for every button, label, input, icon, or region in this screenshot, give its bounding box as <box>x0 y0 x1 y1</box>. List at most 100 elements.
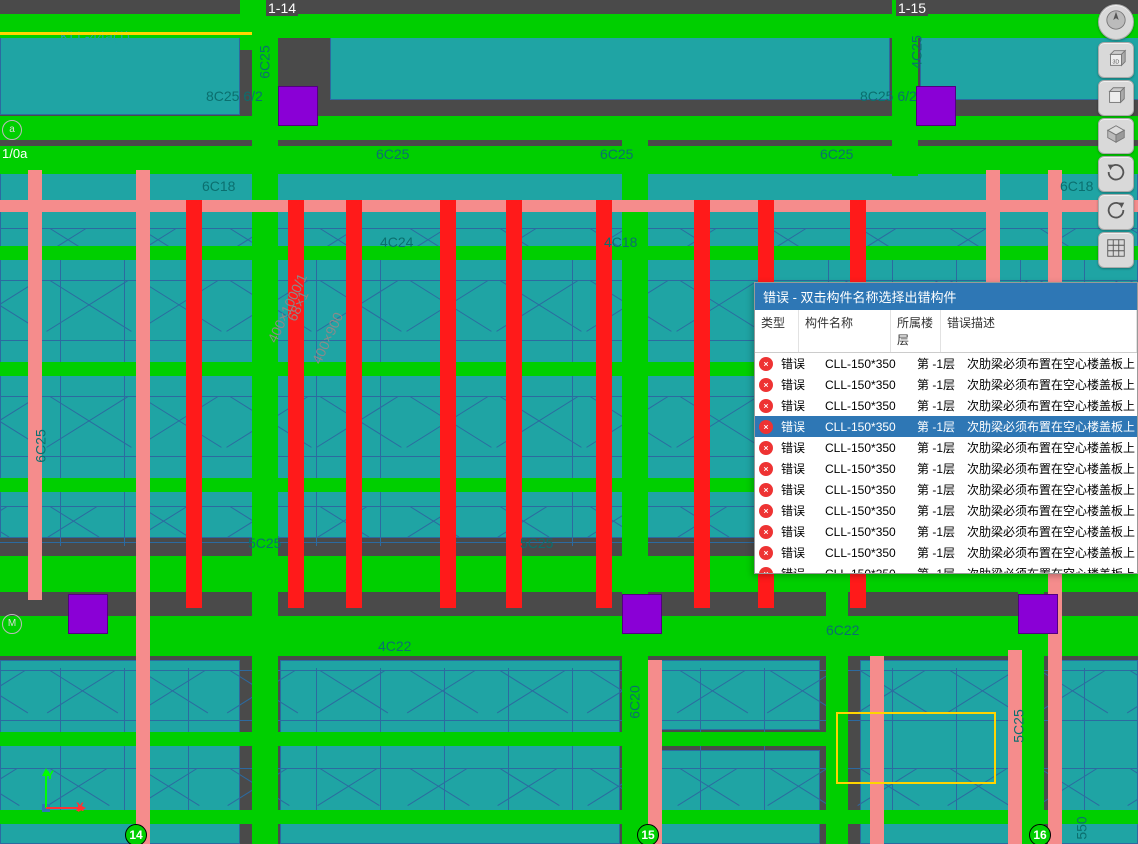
beam-error[interactable] <box>694 200 710 608</box>
cell-name: CLL-150*350 <box>821 483 913 497</box>
beam-vertical[interactable] <box>252 0 278 844</box>
nav-3d-cube-button[interactable]: 3D <box>1098 42 1134 78</box>
error-icon <box>759 525 773 539</box>
beam-secondary-v[interactable] <box>648 660 662 844</box>
column[interactable] <box>68 594 108 634</box>
error-icon <box>759 399 773 413</box>
cell-type: 错误 <box>777 502 821 519</box>
dim-annotation: 8C25 6/2 <box>860 88 917 104</box>
dim-annotation: 550 <box>1074 816 1090 839</box>
cell-name: CLL-150*350 <box>821 378 913 392</box>
dim-annotation: 5C25 <box>248 535 281 551</box>
cell-desc: 次肋梁必须布置在空心楼盖板上 <box>963 481 1137 498</box>
cell-name: CLL-150*350 <box>821 525 913 539</box>
nav-grid-mode-button[interactable] <box>1098 232 1134 268</box>
beam-secondary-v[interactable] <box>1008 650 1022 844</box>
beam-secondary-v[interactable] <box>28 170 42 600</box>
cell-name: CLL-150*350 <box>821 546 913 560</box>
error-row[interactable]: 错误CLL-150*350第 -1层次肋梁必须布置在空心楼盖板上 <box>755 542 1137 563</box>
beam-secondary-v[interactable] <box>136 170 150 844</box>
svg-text:3D: 3D <box>1112 59 1119 65</box>
error-row[interactable]: 错误CLL-150*350第 -1层次肋梁必须布置在空心楼盖板上 <box>755 353 1137 374</box>
col-type[interactable]: 类型 <box>755 310 799 352</box>
axis-gizmo[interactable]: Y X <box>30 764 90 824</box>
error-panel[interactable]: 错误 - 双击构件名称选择出错构件 类型 构件名称 所属楼层 错误描述 错误CL… <box>754 282 1138 574</box>
cell-floor: 第 -1层 <box>913 502 963 519</box>
nav-iso-cube-button[interactable] <box>1098 118 1134 154</box>
cell-floor: 第 -1层 <box>913 460 963 477</box>
column[interactable] <box>278 86 318 126</box>
error-row[interactable]: 错误CLL-150*350第 -1层次肋梁必须布置在空心楼盖板上 <box>755 479 1137 500</box>
error-row[interactable]: 错误CLL-150*350第 -1层次肋梁必须布置在空心楼盖板上 <box>755 563 1137 573</box>
axis-label: 1/0a <box>2 146 27 161</box>
3d-cube-icon: 3D <box>1105 47 1127 74</box>
dim-annotation: 4C18 <box>604 234 637 250</box>
slab-edge <box>0 670 1138 671</box>
slab-cell-sep <box>572 260 573 546</box>
dim-annotation: 6C25 <box>33 429 49 462</box>
selection-box[interactable] <box>836 712 996 784</box>
column[interactable] <box>622 594 662 634</box>
beam-secondary-h[interactable] <box>0 200 1138 212</box>
beam-horizontal[interactable] <box>0 146 1138 174</box>
error-panel-title[interactable]: 错误 - 双击构件名称选择出错构件 <box>755 283 1137 310</box>
slab-cell-sep <box>1084 668 1085 818</box>
nav-compass-button[interactable] <box>1098 4 1134 40</box>
cell-desc: 次肋梁必须布置在空心楼盖板上 <box>963 418 1137 435</box>
dim-annotation: 4C24 <box>380 234 413 250</box>
column[interactable] <box>1018 594 1058 634</box>
view-nav-stack: 3D <box>1098 4 1134 268</box>
slab-cell-sep <box>316 260 317 546</box>
error-row[interactable]: 错误CLL-150*350第 -1层次肋梁必须布置在空心楼盖板上 <box>755 416 1137 437</box>
beam-horizontal[interactable] <box>0 616 1138 656</box>
beam-horizontal[interactable] <box>0 732 830 746</box>
column[interactable] <box>916 86 956 126</box>
beam-vertical[interactable] <box>826 560 848 844</box>
error-icon <box>759 567 773 574</box>
gizmo-icon <box>30 764 90 824</box>
error-row[interactable]: 错误CLL-150*350第 -1层次肋梁必须布置在空心楼盖板上 <box>755 395 1137 416</box>
cell-name: CLL-150*350 <box>821 357 913 371</box>
beam-error[interactable] <box>346 200 362 608</box>
gizmo-y: Y <box>46 768 54 782</box>
model-viewport[interactable]: 6C256C186C256C256C256C184C254C184C245C25… <box>0 0 1138 844</box>
beam-error[interactable] <box>186 200 202 608</box>
error-icon <box>759 504 773 518</box>
dim-annotation: 6C18 <box>1060 178 1093 194</box>
cell-type: 错误 <box>777 523 821 540</box>
front-face-icon <box>1105 85 1127 112</box>
nav-rotate-button[interactable] <box>1098 156 1134 192</box>
grid-circle-a: a <box>2 120 22 140</box>
beam-horizontal[interactable] <box>0 810 1138 824</box>
error-row[interactable]: 错误CLL-150*350第 -1层次肋梁必须布置在空心楼盖板上 <box>755 500 1137 521</box>
dim-annotation: 5C25 <box>520 535 553 551</box>
error-row[interactable]: 错误CLL-150*350第 -1层次肋梁必须布置在空心楼盖板上 <box>755 521 1137 542</box>
cell-type: 错误 <box>777 565 821 573</box>
beam-error[interactable] <box>596 200 612 608</box>
error-row[interactable]: 错误CLL-150*350第 -1层次肋梁必须布置在空心楼盖板上 <box>755 437 1137 458</box>
error-icon <box>759 441 773 455</box>
iso-cube-icon <box>1105 123 1127 150</box>
error-row[interactable]: 错误CLL-150*350第 -1层次肋梁必须布置在空心楼盖板上 <box>755 458 1137 479</box>
error-icon <box>759 420 773 434</box>
beam-vertical[interactable] <box>240 0 254 50</box>
error-table-body[interactable]: 错误CLL-150*350第 -1层次肋梁必须布置在空心楼盖板上错误CLL-15… <box>755 353 1137 573</box>
cell-name: CLL-150*350 <box>821 420 913 434</box>
beam-error[interactable] <box>440 200 456 608</box>
floor-slab[interactable] <box>0 35 240 115</box>
cell-type: 错误 <box>777 418 821 435</box>
beam-horizontal[interactable] <box>0 246 1138 260</box>
beam-horizontal[interactable] <box>0 116 1138 140</box>
beam-error[interactable] <box>288 200 304 608</box>
grid-mode-icon <box>1105 237 1127 264</box>
col-name[interactable]: 构件名称 <box>799 310 891 352</box>
floor-slab[interactable] <box>660 750 820 844</box>
cell-type: 错误 <box>777 439 821 456</box>
col-desc[interactable]: 错误描述 <box>941 310 1137 352</box>
nav-front-face-button[interactable] <box>1098 80 1134 116</box>
cell-desc: 次肋梁必须布置在空心楼盖板上 <box>963 544 1137 561</box>
error-row[interactable]: 错误CLL-150*350第 -1层次肋梁必须布置在空心楼盖板上 <box>755 374 1137 395</box>
nav-rotate-left-button[interactable] <box>1098 194 1134 230</box>
dim-annotation: 6C20 <box>627 685 643 718</box>
col-floor[interactable]: 所属楼层 <box>891 310 941 352</box>
